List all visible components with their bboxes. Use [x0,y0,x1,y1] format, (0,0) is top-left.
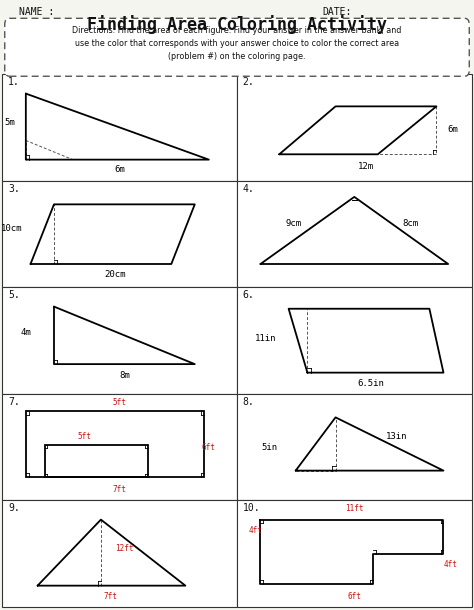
Bar [2,394,237,500]
Bar [237,74,472,181]
Bar [2,181,237,287]
Text: 6ft: 6ft [202,443,216,451]
Text: NAME :: NAME : [19,7,54,17]
Text: Finding Area Coloring Activity: Finding Area Coloring Activity [87,15,387,34]
Text: 6.5in: 6.5in [357,379,384,388]
Text: 5.: 5. [8,290,20,301]
Text: 5m: 5m [4,118,15,127]
Text: 11ft: 11ft [345,504,364,514]
Bar [45,445,148,477]
Text: 5ft: 5ft [113,398,127,407]
Bar [237,181,472,287]
Text: 3.: 3. [8,184,20,194]
Text: 7.: 7. [8,397,20,407]
Text: 12ft: 12ft [115,544,134,553]
Text: 4ft: 4ft [249,526,263,535]
Text: 7ft: 7ft [113,486,127,494]
Text: 10.: 10. [243,503,260,514]
Text: 5in: 5in [262,443,278,451]
Text: 13in: 13in [386,432,407,441]
Text: 6m: 6m [447,125,458,134]
Text: 20cm: 20cm [104,270,126,279]
Bar [237,500,472,607]
Text: Directions: Find the area of each figure. Find your answer in the answer bank, a: Directions: Find the area of each figure… [73,26,401,61]
Text: 8m: 8m [119,371,130,380]
Text: 9cm: 9cm [285,219,301,228]
Text: 9.: 9. [8,503,20,514]
Text: 2.: 2. [243,77,255,87]
Text: 4m: 4m [20,328,31,337]
Text: 12m: 12m [358,162,374,171]
Text: 6.: 6. [243,290,255,301]
Text: 8.: 8. [243,397,255,407]
Bar [26,411,204,477]
Text: 5ft: 5ft [78,432,91,441]
Text: 7ft: 7ft [103,592,117,601]
Text: 6ft: 6ft [347,592,361,601]
Text: 4.: 4. [243,184,255,194]
Bar [237,287,472,394]
Bar [237,394,472,500]
Text: 11in: 11in [255,334,276,343]
Text: 8cm: 8cm [402,219,419,228]
FancyBboxPatch shape [5,18,469,76]
Text: DATE:: DATE: [322,7,352,17]
Text: 10cm: 10cm [1,224,22,234]
Text: 1.: 1. [8,77,20,87]
Bar [2,500,237,607]
Text: 4ft: 4ft [444,560,457,569]
Bar [2,74,237,181]
Bar [2,287,237,394]
Text: 6m: 6m [114,165,125,174]
